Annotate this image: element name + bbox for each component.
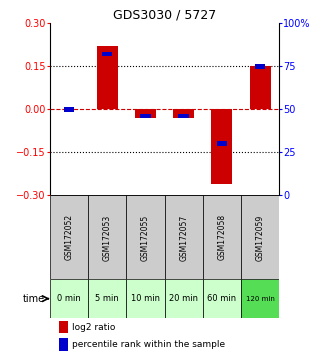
Bar — [178, 114, 189, 119]
Bar — [102, 52, 112, 56]
Bar — [140, 114, 151, 119]
Text: 10 min: 10 min — [131, 294, 160, 303]
Title: GDS3030 / 5727: GDS3030 / 5727 — [113, 9, 216, 22]
Bar — [50, 280, 88, 318]
Bar — [164, 280, 203, 318]
Bar — [59, 338, 68, 350]
Bar — [211, 109, 232, 184]
Bar — [250, 66, 271, 109]
Text: percentile rank within the sample: percentile rank within the sample — [72, 340, 225, 349]
Text: GSM172059: GSM172059 — [256, 214, 265, 261]
Text: GSM172055: GSM172055 — [141, 214, 150, 261]
Bar — [50, 195, 88, 280]
Text: 60 min: 60 min — [207, 294, 237, 303]
Text: GSM172057: GSM172057 — [179, 214, 188, 261]
Text: GSM172058: GSM172058 — [217, 214, 226, 261]
Text: 120 min: 120 min — [246, 296, 274, 302]
Text: log2 ratio: log2 ratio — [72, 323, 115, 332]
Text: GSM172053: GSM172053 — [103, 214, 112, 261]
Bar — [59, 321, 68, 333]
Text: 5 min: 5 min — [95, 294, 119, 303]
Bar — [203, 280, 241, 318]
Bar — [164, 195, 203, 280]
Bar — [88, 195, 126, 280]
Bar — [135, 109, 156, 118]
Text: time: time — [23, 293, 45, 304]
Bar — [173, 109, 194, 118]
Text: GSM172052: GSM172052 — [65, 214, 74, 261]
Text: 0 min: 0 min — [57, 294, 81, 303]
Bar — [126, 280, 164, 318]
Bar — [241, 280, 279, 318]
Text: 20 min: 20 min — [169, 294, 198, 303]
Bar — [126, 195, 164, 280]
Bar — [217, 141, 227, 146]
Bar — [241, 195, 279, 280]
Bar — [64, 107, 74, 112]
Bar — [97, 46, 118, 109]
Bar — [255, 64, 265, 69]
Bar — [88, 280, 126, 318]
Bar — [203, 195, 241, 280]
